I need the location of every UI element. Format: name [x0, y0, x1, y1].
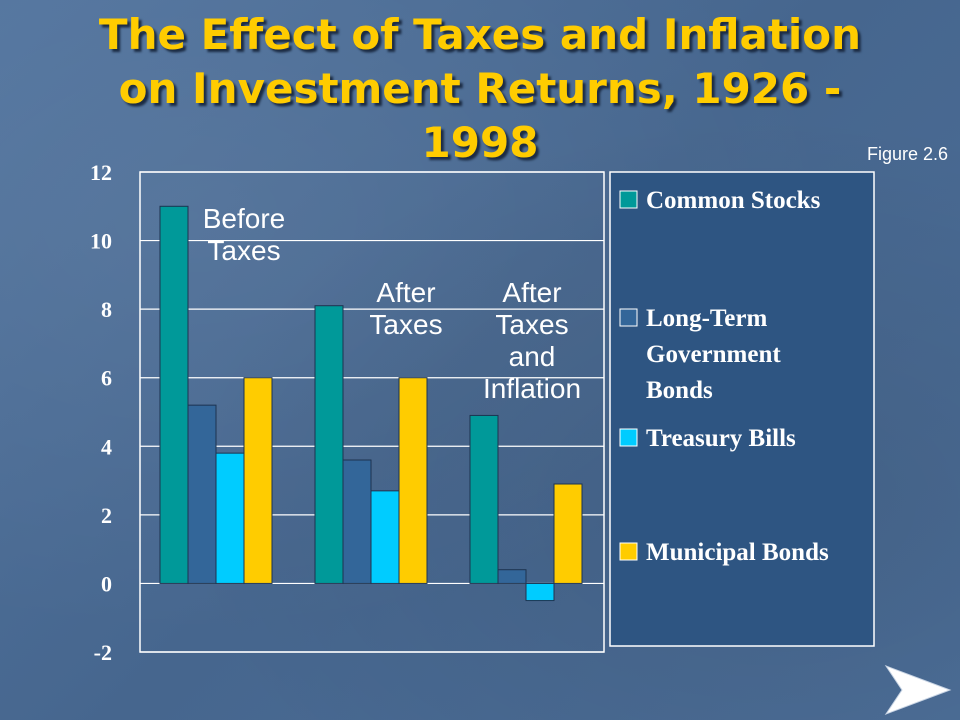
legend-box [609, 171, 875, 647]
group-label-1: Before Taxes [203, 203, 286, 266]
bar-1-group-1 [159, 205, 189, 584]
figure-label: Figure 2.6 [866, 144, 948, 164]
legend-label-2: Long-Term Government Bonds [646, 305, 781, 404]
y-tick-label: 0 [101, 571, 112, 596]
bar-1-group-3 [469, 414, 499, 584]
bar-2-group-3 [497, 569, 527, 584]
legend-swatch-4 [619, 542, 638, 561]
bar-2-group-1 [187, 404, 217, 584]
group-label-3: After Taxes and Inflation [483, 277, 581, 404]
title-line-2: on Investment Returns, 1926 - [118, 64, 842, 113]
bar-2-group-2 [342, 459, 372, 584]
y-tick-label: 4 [101, 434, 112, 459]
bar-4-group-3 [553, 483, 583, 584]
y-tick-label: 2 [101, 503, 112, 528]
y-tick-label: 10 [90, 229, 112, 254]
bar-1-group-2 [314, 305, 344, 584]
next-slide-arrow-icon[interactable] [882, 662, 954, 718]
bar-3-group-3 [525, 582, 555, 602]
legend-swatch-1 [619, 190, 638, 209]
legend-label-3: Treasury Bills [646, 425, 796, 452]
y-tick-label: -2 [94, 640, 112, 665]
bar-4-group-1 [243, 377, 273, 584]
title-line-3: 1998 [421, 118, 539, 167]
legend-label-4: Municipal Bonds [646, 539, 829, 566]
y-tick-label: 6 [101, 366, 112, 391]
slide-title: The Effect of Taxes and Inflation on Inv… [40, 8, 920, 170]
bar-3-group-1 [215, 452, 245, 584]
y-tick-label: 8 [101, 297, 112, 322]
title-line-1: The Effect of Taxes and Inflation [98, 10, 862, 59]
group-label-2: After Taxes [369, 277, 442, 340]
legend-label-1: Common Stocks [646, 187, 821, 214]
bar-3-group-2 [370, 490, 400, 584]
legend-swatch-3 [619, 428, 638, 447]
bar-4-group-2 [398, 377, 428, 584]
legend-swatch-2 [619, 308, 638, 327]
y-tick-label: 12 [90, 160, 112, 185]
